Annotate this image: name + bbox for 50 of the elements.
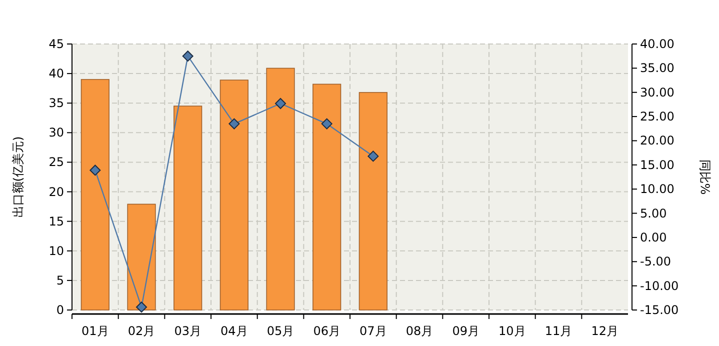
bar — [312, 84, 342, 310]
y2-tick-label: 25.00 — [640, 110, 674, 124]
point — [368, 150, 379, 162]
bar — [174, 106, 202, 310]
point — [228, 118, 240, 130]
y2-axis-title: 同比% — [698, 159, 712, 195]
y2-tick-label: 30.00 — [640, 85, 674, 100]
point — [182, 50, 194, 62]
y-axis-title: 出口额(亿美元) — [11, 136, 25, 218]
y2-tick-label: 40.00 — [640, 37, 674, 51]
y-tick-label: 45 — [48, 37, 64, 51]
x-tick-label: 06月 — [313, 324, 340, 338]
y2-tick-label: 5.00 — [640, 206, 667, 220]
point — [136, 302, 147, 313]
x-tick-label: 08月 — [406, 324, 434, 338]
bar — [266, 68, 295, 310]
x-tick-label: 05月 — [266, 324, 294, 338]
y2-tick-label: 35.00 — [640, 61, 674, 76]
y2-tick-label: 20.00 — [640, 134, 674, 148]
point — [321, 118, 332, 130]
y2-tick-label: -5.00 — [640, 254, 672, 269]
y-tick-label: 0 — [56, 303, 64, 317]
y2-tick-label: 10.00 — [640, 182, 674, 196]
x-tick-label: 12月 — [591, 324, 618, 338]
y-tick-label: 40 — [48, 66, 64, 81]
y-tick-label: 20 — [48, 184, 64, 199]
x-tick-label: 07月 — [360, 324, 387, 338]
y-tick-label: 10 — [48, 244, 64, 258]
x-tick-label: 11月 — [544, 324, 572, 338]
y-tick-label: 30 — [48, 126, 64, 140]
y2-tick-label: -10.00 — [640, 278, 679, 293]
bar — [127, 204, 156, 310]
x-tick-label: 03月 — [174, 324, 202, 338]
bar — [220, 80, 248, 310]
bar — [358, 92, 388, 310]
point — [90, 164, 101, 176]
x-tick-label: 10月 — [498, 324, 526, 338]
x-tick-label: 04月 — [220, 324, 248, 338]
bar — [80, 79, 110, 310]
y-tick-label: 15 — [48, 214, 64, 228]
y2-tick-label: -15.00 — [640, 303, 679, 317]
x-tick-label: 09月 — [452, 324, 480, 338]
y2-tick-label: 15.00 — [640, 158, 674, 172]
y-tick-label: 25 — [48, 155, 64, 170]
x-tick-label: 01月 — [82, 324, 109, 338]
y-tick-label: 5 — [56, 273, 64, 288]
y-tick-label: 35 — [48, 96, 64, 110]
y2-tick-label: 0.00 — [640, 230, 667, 244]
x-tick-label: 02月 — [128, 324, 156, 338]
point — [275, 98, 286, 109]
